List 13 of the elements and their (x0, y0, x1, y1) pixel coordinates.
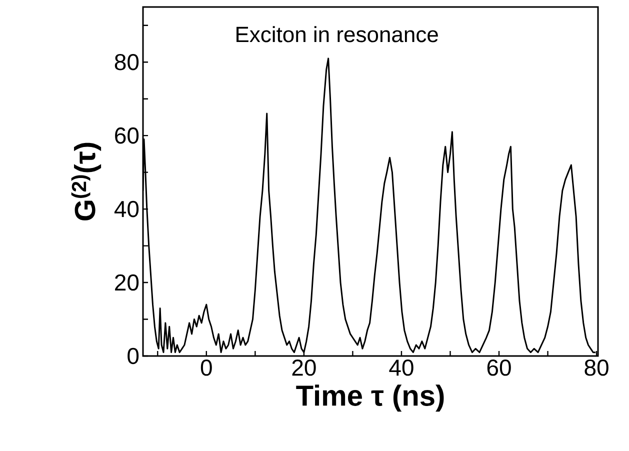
x-tick-label: 40 (389, 360, 414, 376)
y-axis-title: G$^{(2)}$(τ) (71, 142, 102, 220)
y-tick-label: 0 (128, 348, 139, 364)
x-tick-label: 0 (200, 360, 212, 376)
x-tick-label: 60 (487, 360, 511, 376)
x-tick-label: 80 (584, 360, 608, 376)
y-tick-label: 40 (114, 200, 139, 218)
x-tick-label: 20 (292, 360, 316, 376)
text: Exciton in resonance (236, 26, 438, 42)
y-tick-label: 60 (115, 127, 139, 144)
y-tick-label: 20 (115, 274, 139, 291)
y-tick-label: 80 (114, 54, 139, 70)
x-axis-title: Time τ (ns) (296, 384, 444, 412)
